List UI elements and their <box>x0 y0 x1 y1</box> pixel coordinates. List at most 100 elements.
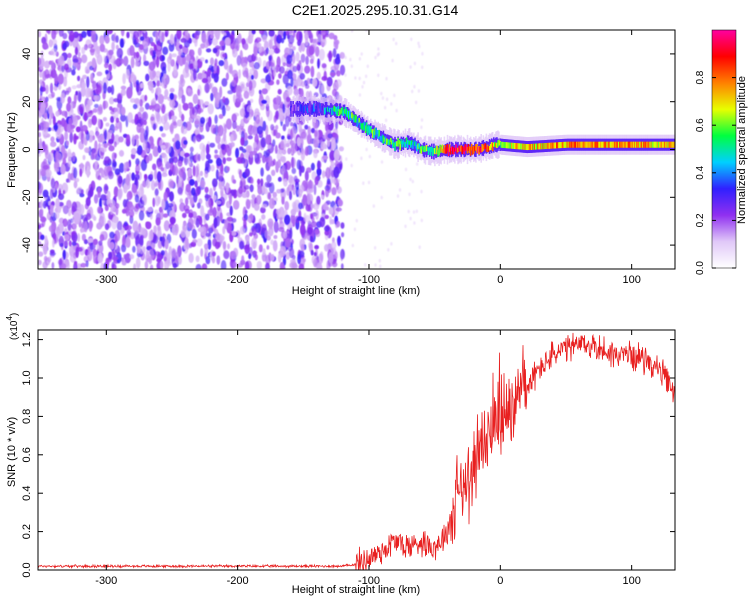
noise-speckle <box>299 31 303 44</box>
noise-speckle <box>316 167 322 176</box>
noise-speckle <box>172 121 177 126</box>
noise-speckle <box>81 124 88 132</box>
ridge-core <box>403 141 406 148</box>
ridge-core <box>618 141 620 148</box>
noise-speckle <box>334 40 339 50</box>
ridge-core <box>313 103 315 112</box>
noise-speckle <box>420 125 423 130</box>
noise-speckle <box>171 53 177 58</box>
noise-speckle <box>281 156 287 163</box>
noise-speckle <box>251 30 256 35</box>
noise-speckle <box>218 181 222 190</box>
ridge-core <box>407 140 410 145</box>
noise-speckle <box>208 82 212 90</box>
noise-speckle <box>90 48 95 56</box>
noise-speckle <box>197 202 201 209</box>
ridge-core <box>598 141 600 148</box>
noise-speckle <box>72 40 79 49</box>
noise-speckle <box>97 187 101 199</box>
noise-speckle <box>197 88 201 96</box>
noise-speckle <box>368 154 371 159</box>
noise-speckle <box>252 241 257 249</box>
noise-speckle <box>230 142 235 148</box>
ridge-core <box>325 108 328 115</box>
noise-speckle <box>159 126 164 132</box>
noise-speckle <box>79 204 85 216</box>
noise-speckle <box>387 248 390 252</box>
noise-speckle <box>189 63 195 69</box>
ridge-core <box>630 141 633 148</box>
snr-series <box>38 332 675 570</box>
noise-speckle <box>222 96 226 104</box>
noise-speckle <box>171 115 178 121</box>
noise-speckle <box>207 103 214 115</box>
noise-speckle <box>111 159 117 171</box>
noise-speckle <box>232 120 237 130</box>
ridge-core <box>539 143 541 150</box>
noise-speckle <box>169 92 175 101</box>
noise-speckle <box>318 253 324 265</box>
noise-speckle <box>91 148 98 160</box>
noise-speckle <box>117 175 123 185</box>
ridge-core <box>365 122 368 131</box>
ridge-core <box>452 146 454 155</box>
noise-speckle <box>139 30 143 35</box>
ridge-core <box>558 142 560 149</box>
ridge-core <box>542 143 544 150</box>
noise-speckle <box>235 125 240 132</box>
ridge-core <box>315 105 317 114</box>
ridge-core <box>400 139 403 145</box>
noise-speckle <box>372 204 375 208</box>
noise-speckle <box>200 205 205 218</box>
ridge-core <box>516 143 518 150</box>
noise-speckle <box>217 143 222 150</box>
ridge-core <box>546 142 549 149</box>
noise-speckle <box>272 240 278 252</box>
noise-speckle <box>262 154 266 164</box>
ridge-core <box>478 146 480 155</box>
noise-speckle <box>200 226 207 236</box>
noise-speckle <box>329 216 332 225</box>
noise-speckle <box>249 184 254 193</box>
noise-speckle <box>176 55 180 64</box>
noise-speckle <box>50 136 55 143</box>
noise-speckle <box>98 240 103 246</box>
ridge-core <box>549 142 552 149</box>
spectrogram-x-tick-label: -100 <box>358 274 380 286</box>
noise-speckle <box>305 37 309 46</box>
ridge-core <box>576 141 578 148</box>
noise-speckle <box>381 96 385 100</box>
noise-speckle <box>163 191 168 202</box>
ridge-core <box>428 146 431 152</box>
noise-speckle <box>299 72 306 80</box>
ridge-core <box>592 141 595 148</box>
ridge-core <box>656 141 659 148</box>
noise-speckle <box>268 55 273 61</box>
ridge-core <box>461 146 463 155</box>
ridge-core <box>372 129 374 138</box>
noise-speckle <box>81 233 86 242</box>
noise-speckle <box>278 73 282 79</box>
noise-speckle <box>233 94 236 104</box>
noise-speckle <box>255 114 261 125</box>
noise-speckle <box>90 30 97 35</box>
ridge-core <box>290 106 292 111</box>
noise-speckle <box>85 105 90 113</box>
ridge-core <box>292 104 294 111</box>
noise-speckle <box>107 170 114 180</box>
noise-speckle <box>44 235 48 244</box>
noise-speckle <box>390 102 393 106</box>
noise-speckle <box>335 220 341 228</box>
noise-speckle <box>320 37 327 47</box>
noise-speckle <box>199 180 206 188</box>
noise-speckle <box>349 57 352 62</box>
noise-speckle <box>142 246 146 254</box>
noise-speckle <box>210 57 214 66</box>
noise-speckle <box>219 212 223 222</box>
noise-speckle <box>154 188 159 196</box>
noise-speckle <box>205 232 211 237</box>
ridge-core <box>663 141 665 148</box>
noise-speckle <box>174 251 179 264</box>
snr-frame <box>37 329 676 571</box>
noise-speckle <box>100 147 107 153</box>
